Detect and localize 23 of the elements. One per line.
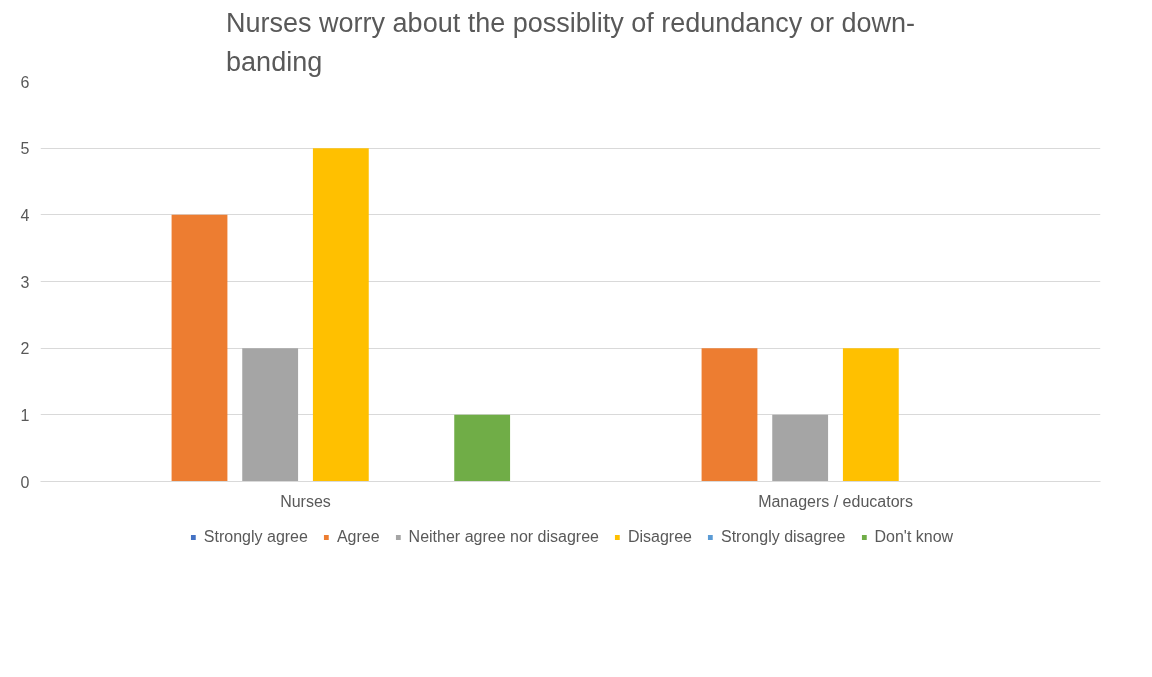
- y-tick-label: 1: [20, 406, 30, 424]
- bar: [171, 214, 228, 482]
- y-tick-label: 2: [20, 340, 30, 358]
- legend-label: Strongly disagree: [720, 528, 846, 546]
- bar: [454, 414, 511, 482]
- bar: [772, 414, 829, 482]
- bar: [701, 348, 758, 482]
- y-tick-label: 5: [20, 140, 30, 158]
- y-tick-label: 0: [20, 473, 30, 491]
- x-tick-label: Managers / educators: [758, 492, 913, 510]
- bar: [312, 148, 369, 482]
- x-tick-label: Nurses: [280, 492, 331, 510]
- legend-label: Don't know: [874, 528, 954, 546]
- y-tick-label: 4: [20, 206, 30, 224]
- legend-label: Disagree: [627, 528, 692, 546]
- y-tick-label: 6: [20, 73, 30, 91]
- bar: [242, 348, 299, 482]
- bar: [842, 348, 899, 482]
- legend-label: Neither agree nor disagree: [408, 528, 599, 546]
- legend-label: Strongly agree: [203, 528, 308, 546]
- legend-label: Agree: [336, 528, 380, 546]
- y-tick-label: 3: [20, 273, 30, 291]
- chart-title: Nurses worry about the possiblity of redundancy or down-banding: [226, 7, 915, 77]
